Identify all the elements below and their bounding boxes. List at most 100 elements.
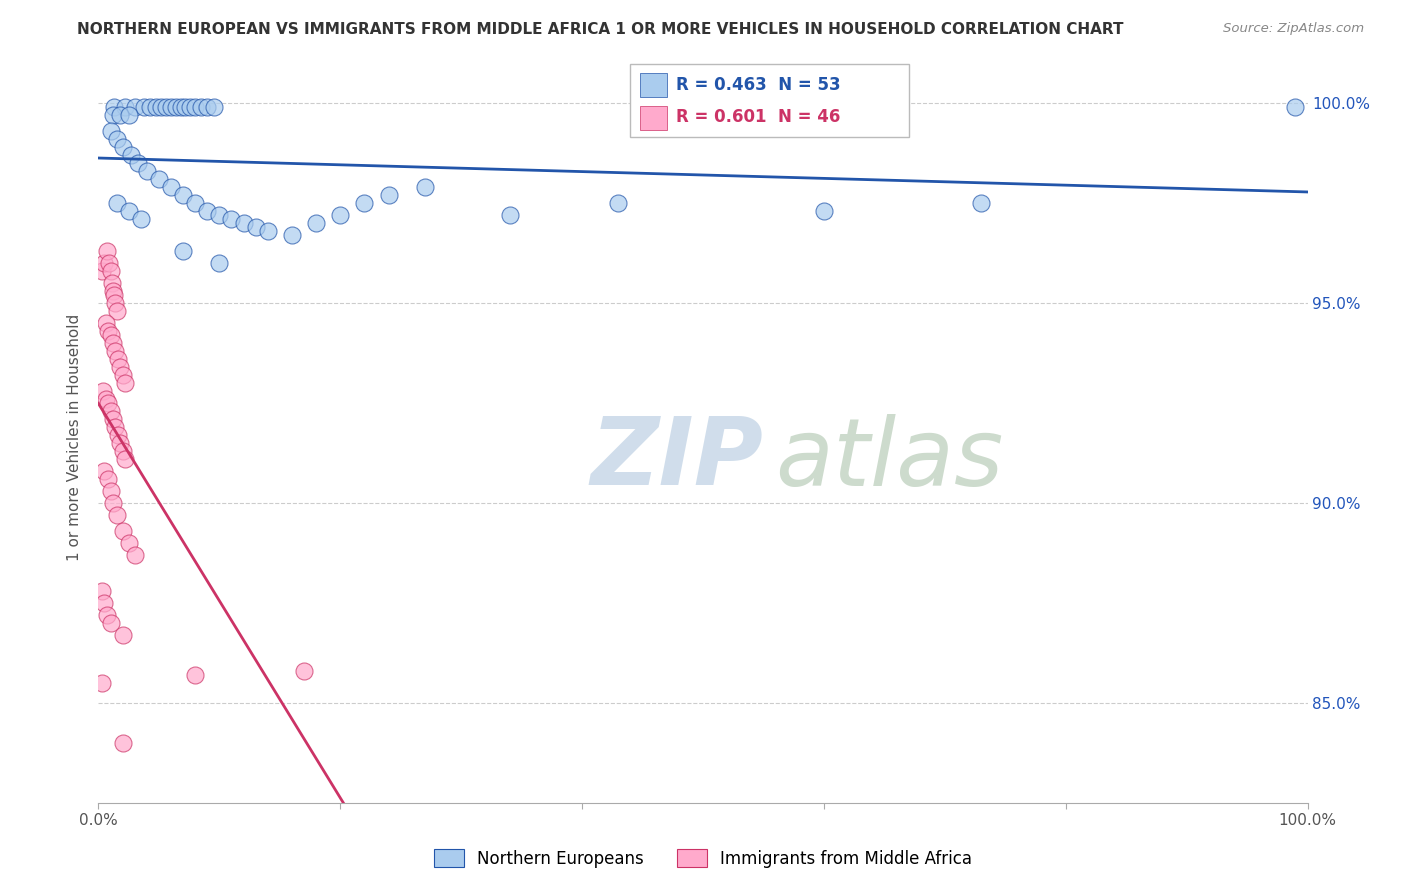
Point (195, 100, 218, 114)
Point (413, 180, 436, 194)
Point (160, 100, 183, 114)
Point (208, 208, 231, 222)
Point (148, 172, 170, 186)
Point (498, 208, 520, 222)
Text: ZIP: ZIP (591, 413, 763, 505)
Point (245, 220, 267, 235)
Point (107, 428, 129, 442)
Point (190, 100, 212, 114)
Point (93, 596, 115, 610)
Point (232, 216, 254, 230)
Point (353, 196, 375, 211)
Point (103, 100, 125, 114)
Bar (640, 106, 666, 130)
FancyBboxPatch shape (630, 64, 908, 137)
Point (108, 436, 131, 450)
Point (184, 668, 207, 682)
Point (104, 420, 127, 434)
Y-axis label: 1 or more Vehicles in Household: 1 or more Vehicles in Household (67, 313, 83, 561)
Point (105, 132, 128, 146)
Point (91, 676, 114, 690)
Point (96, 244, 118, 259)
Point (114, 100, 136, 114)
Point (111, 444, 134, 458)
Point (813, 204, 835, 219)
Text: atlas: atlas (776, 414, 1004, 505)
Point (305, 216, 328, 230)
Point (172, 244, 194, 259)
Point (886, 100, 908, 114)
Point (97, 396, 120, 410)
Point (111, 524, 134, 538)
Point (100, 276, 122, 290)
Point (607, 196, 630, 211)
Point (134, 100, 156, 114)
Point (124, 548, 146, 562)
Point (169, 100, 191, 114)
Point (94, 392, 117, 406)
Text: NORTHERN EUROPEAN VS IMMIGRANTS FROM MIDDLE AFRICA 1 OR MORE VEHICLES IN HOUSEHO: NORTHERN EUROPEAN VS IMMIGRANTS FROM MID… (77, 22, 1123, 37)
Point (108, 360, 131, 375)
Point (970, 196, 993, 211)
Point (105, 304, 128, 318)
Point (103, 288, 125, 302)
Text: R = 0.601  N = 46: R = 0.601 N = 46 (676, 109, 841, 127)
Point (1284, 100, 1306, 114)
Point (94, 316, 117, 330)
Point (179, 100, 201, 114)
Point (195, 204, 218, 219)
Point (91, 264, 114, 278)
Point (184, 100, 207, 114)
Point (91, 384, 114, 398)
Point (98, 256, 121, 270)
Point (111, 140, 134, 154)
Point (105, 508, 128, 522)
Point (101, 284, 124, 298)
Point (118, 108, 141, 122)
Point (111, 368, 134, 383)
Text: Source: ZipAtlas.com: Source: ZipAtlas.com (1223, 22, 1364, 36)
Point (104, 344, 127, 359)
Point (93, 464, 115, 478)
Point (107, 352, 129, 367)
Point (127, 156, 149, 170)
Point (100, 483, 122, 498)
Point (118, 204, 141, 219)
Point (118, 536, 141, 550)
Point (221, 212, 243, 227)
Point (105, 196, 128, 211)
Point (100, 615, 122, 630)
Point (101, 496, 124, 510)
Point (96, 607, 118, 622)
Point (97, 472, 120, 486)
Point (120, 148, 142, 162)
Bar (640, 73, 666, 97)
Point (100, 264, 122, 278)
Point (93, 256, 115, 270)
Point (150, 100, 173, 114)
Point (329, 208, 352, 222)
Point (281, 228, 304, 243)
Point (91, 584, 114, 599)
Point (135, 164, 157, 178)
Point (292, 664, 315, 678)
Point (111, 628, 134, 642)
Point (139, 100, 162, 114)
Point (145, 100, 167, 114)
Point (184, 196, 207, 211)
Point (111, 736, 134, 750)
Point (172, 188, 194, 202)
Point (204, 100, 226, 114)
Point (160, 180, 183, 194)
Point (165, 100, 187, 114)
Point (104, 296, 127, 310)
Point (124, 100, 146, 114)
Point (101, 108, 124, 122)
Point (97, 324, 120, 338)
Point (256, 224, 278, 238)
Point (101, 336, 124, 351)
Point (100, 404, 122, 418)
Point (155, 100, 177, 114)
Legend: Northern Europeans, Immigrants from Middle Africa: Northern Europeans, Immigrants from Midd… (433, 849, 973, 868)
Point (114, 452, 136, 467)
